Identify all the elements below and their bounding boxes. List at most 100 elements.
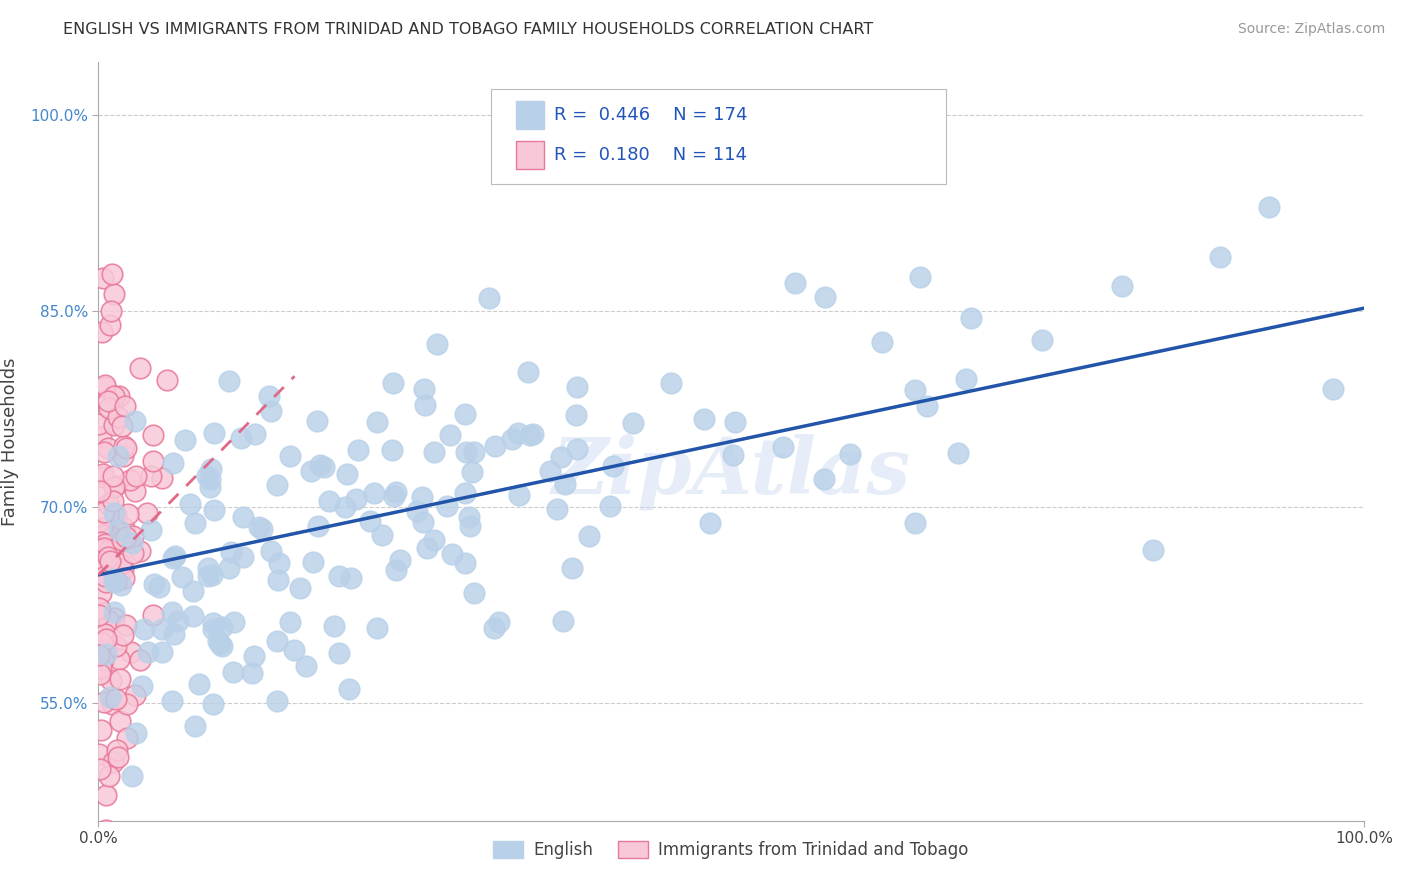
FancyBboxPatch shape [516,141,544,169]
Point [124,414,146,428]
Point [94,378,117,392]
Point [266,478,288,492]
Point [198,480,221,494]
Point [218,375,240,389]
Point [488,615,510,630]
Point [93,695,115,709]
Point [522,427,544,442]
Point [211,639,233,653]
Point [112,571,135,585]
Point [422,445,444,459]
Point [107,389,129,403]
Point [94,627,117,641]
Point [202,622,225,636]
Point [103,417,125,432]
Point [659,376,682,390]
Point [103,755,125,769]
Point [91,827,114,841]
Point [91,653,114,667]
Point [307,414,329,428]
Point [87,542,110,557]
Point [120,645,142,659]
Point [337,681,360,696]
Point [93,505,115,519]
Point [371,527,394,541]
Point [218,561,240,575]
Point [340,571,363,585]
Point [96,642,118,657]
Point [103,479,125,493]
Point [114,400,136,414]
Point [188,677,211,691]
Point [150,471,173,485]
Point [561,561,583,575]
Point [94,647,117,661]
Point [222,615,245,630]
Point [162,605,184,619]
Point [91,467,114,482]
Point [232,549,254,564]
Point [103,533,125,548]
Point [229,431,252,445]
Point [111,533,134,547]
Point [309,458,332,472]
Point [814,290,837,304]
Point [97,543,120,558]
Point [416,541,439,556]
Point [346,443,368,458]
Point [413,382,436,396]
Point [93,541,115,555]
Point [1111,279,1133,293]
Point [259,544,281,558]
Point [243,426,266,441]
Point [103,574,125,589]
Point [89,723,111,737]
Point [411,490,433,504]
Point [247,520,270,534]
Point [278,615,301,629]
Point [423,533,446,548]
Point [1258,200,1281,214]
Point [107,449,129,463]
Point [111,562,134,576]
Point [783,277,806,291]
Point [97,524,120,539]
Point [482,621,505,635]
Point [129,360,152,375]
Point [208,637,231,651]
Point [335,500,357,514]
Point [162,456,184,470]
Point [699,516,721,530]
Point [100,303,122,318]
Point [150,622,173,636]
Point [121,769,143,783]
Point [565,442,588,456]
Point [198,472,221,486]
Point [359,515,381,529]
Point [107,523,129,537]
Point [142,428,165,442]
Point [90,660,112,674]
Text: ZipAtlas: ZipAtlas [551,434,911,510]
Point [838,447,860,461]
Point [108,672,131,686]
Point [87,600,110,615]
Point [93,445,115,459]
Point [136,506,159,520]
Point [122,546,145,560]
Point [436,499,458,513]
Point [202,425,225,440]
Point [366,416,388,430]
Point [91,635,114,649]
Point [107,409,129,424]
Point [162,627,184,641]
Text: Source: ZipAtlas.com: Source: ZipAtlas.com [1237,22,1385,37]
Point [115,697,138,711]
Point [207,634,229,648]
Point [112,439,135,453]
Point [112,449,135,463]
Point [202,616,225,631]
Point [211,620,233,634]
Point [90,430,112,444]
Point [458,518,481,533]
